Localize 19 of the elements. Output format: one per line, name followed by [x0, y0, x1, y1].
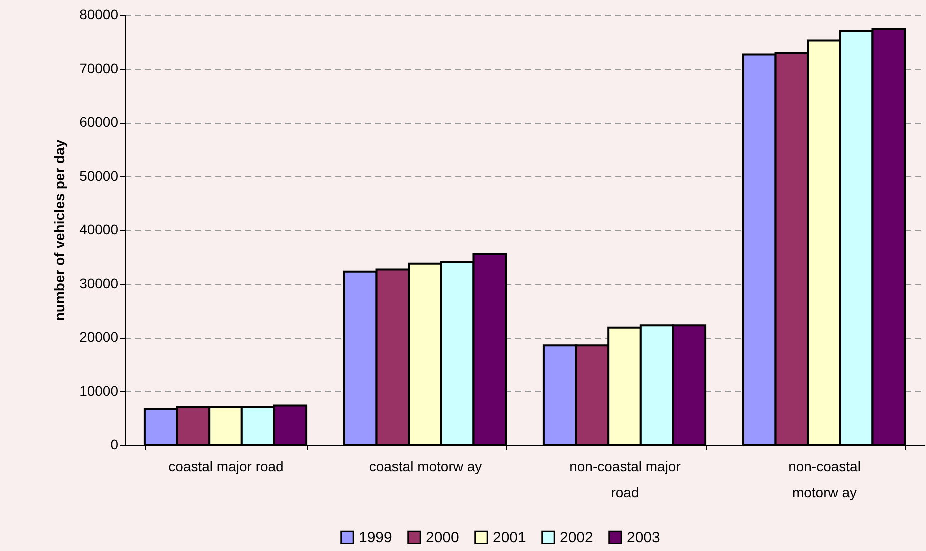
x-tick-label: non-coastal major road — [570, 458, 682, 500]
y-tick-label: 30000 — [80, 275, 119, 292]
x-tick-label: non-coastal motorw ay — [788, 458, 861, 500]
y-tick-label: 0 — [110, 436, 119, 452]
y-tick-label: 80000 — [80, 6, 119, 22]
legend-label: 2001 — [493, 530, 526, 547]
legend-label: 2003 — [627, 530, 660, 547]
y-tick-label: 50000 — [80, 168, 119, 184]
y-axis-title: number of vehicles per day — [52, 140, 68, 322]
legend-label: 2002 — [560, 530, 594, 547]
y-tick-label: 20000 — [80, 329, 119, 345]
legend-label: 2000 — [426, 530, 460, 547]
x-tick-label: coastal major road — [168, 458, 284, 474]
x-tick-label: coastal motorw ay — [369, 458, 482, 474]
y-tick-label: 10000 — [80, 382, 119, 399]
y-tick-label: 40000 — [80, 222, 119, 238]
y-tick-label: 60000 — [80, 114, 119, 130]
y-tick-label: 70000 — [80, 60, 119, 76]
legend-label: 1999 — [359, 530, 392, 547]
